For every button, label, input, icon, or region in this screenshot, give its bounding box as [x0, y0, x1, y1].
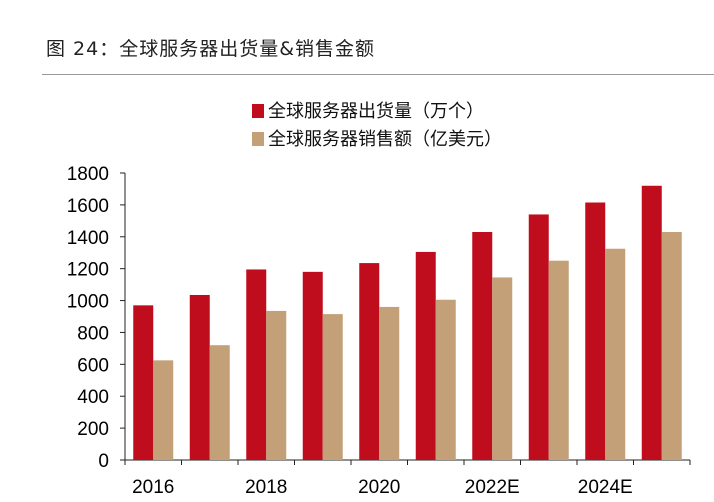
y-tick-label: 1800 — [67, 164, 109, 185]
bar-shipments-2016 — [133, 305, 154, 460]
bar-shipments-2021 — [415, 251, 436, 460]
legend-swatch-shipments — [252, 104, 264, 118]
bar-shipments-2025E — [641, 185, 662, 460]
y-tick-label: 400 — [77, 387, 109, 408]
x-tick-label: 2024E — [578, 477, 633, 498]
bar-sales-2017 — [209, 345, 230, 460]
bar-sales-2020 — [379, 306, 400, 460]
bar-sales-2021 — [435, 299, 456, 460]
bar-shipments-2022E — [472, 231, 493, 460]
y-tick-label: 1600 — [67, 196, 109, 217]
legend-label-shipments: 全球服务器出货量（万个） — [268, 101, 484, 122]
x-tick-label: 2016 — [132, 477, 174, 498]
legend-label-sales: 全球服务器销售额（亿美元） — [268, 129, 502, 150]
x-tick-label: 2020 — [358, 477, 400, 498]
bar-sales-2025E — [661, 231, 682, 460]
x-tick-label: 2018 — [245, 477, 287, 498]
bar-sales-2024E — [605, 248, 626, 460]
figure-title: 图 24：全球服务器出货量&销售金额 — [46, 38, 376, 60]
y-tick-label: 1400 — [67, 228, 109, 249]
bar-shipments-2020 — [359, 263, 380, 460]
y-tick-label: 200 — [77, 419, 109, 440]
bar-sales-2019 — [322, 314, 343, 460]
y-tick-label: 1000 — [67, 292, 109, 313]
bar-shipments-2024E — [585, 202, 606, 460]
bar-sales-2023E — [548, 260, 569, 460]
bar-shipments-2018 — [246, 269, 267, 460]
y-tick-label: 600 — [77, 355, 109, 376]
bar-sales-2016 — [153, 360, 174, 460]
y-tick-label: 0 — [98, 451, 109, 472]
title-divider — [42, 74, 714, 75]
bar-sales-2022E — [492, 277, 513, 460]
y-tick-label: 800 — [77, 323, 109, 344]
x-tick-label: 2022E — [465, 477, 520, 498]
legend-swatch-sales — [252, 132, 264, 146]
bar-shipments-2023E — [528, 214, 549, 460]
bar-shipments-2019 — [302, 271, 323, 460]
y-tick-label: 1200 — [67, 260, 109, 281]
bar-sales-2018 — [266, 310, 287, 460]
bar-shipments-2017 — [189, 294, 210, 460]
